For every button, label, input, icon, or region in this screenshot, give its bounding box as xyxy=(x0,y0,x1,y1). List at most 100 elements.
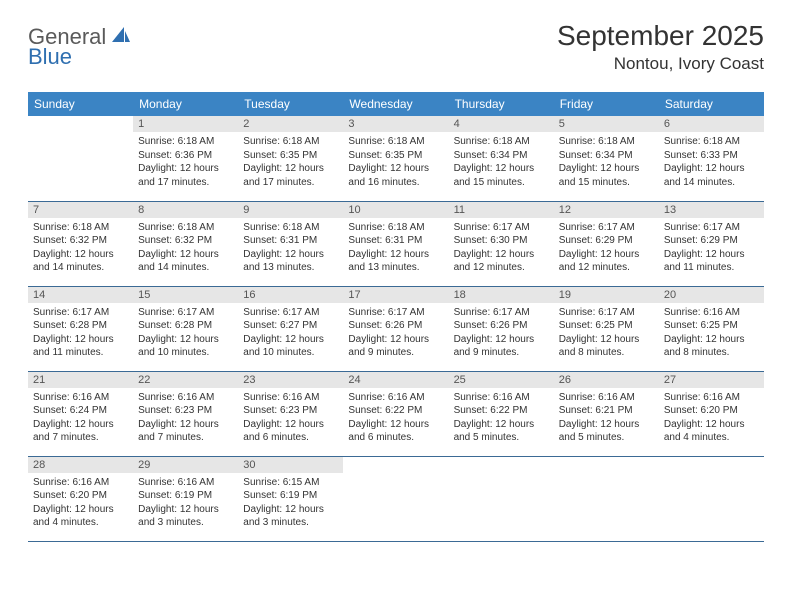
day-number: 23 xyxy=(238,372,343,388)
day-body: Sunrise: 6:16 AMSunset: 6:20 PMDaylight:… xyxy=(28,473,133,534)
day-header: Tuesday xyxy=(238,92,343,116)
day-cell: 19Sunrise: 6:17 AMSunset: 6:25 PMDayligh… xyxy=(554,286,659,371)
day-body: Sunrise: 6:18 AMSunset: 6:33 PMDaylight:… xyxy=(659,132,764,193)
day-header: Thursday xyxy=(449,92,554,116)
day-number: 17 xyxy=(343,287,448,303)
day-cell xyxy=(343,456,448,541)
day-header: Monday xyxy=(133,92,238,116)
day-number: 2 xyxy=(238,116,343,132)
day-cell: 12Sunrise: 6:17 AMSunset: 6:29 PMDayligh… xyxy=(554,201,659,286)
day-number: 29 xyxy=(133,457,238,473)
day-body: Sunrise: 6:17 AMSunset: 6:27 PMDaylight:… xyxy=(238,303,343,364)
day-header: Saturday xyxy=(659,92,764,116)
logo-text-blue: Blue xyxy=(28,44,72,69)
day-body: Sunrise: 6:16 AMSunset: 6:23 PMDaylight:… xyxy=(133,388,238,449)
day-body: Sunrise: 6:16 AMSunset: 6:19 PMDaylight:… xyxy=(133,473,238,534)
day-number: 19 xyxy=(554,287,659,303)
day-cell: 20Sunrise: 6:16 AMSunset: 6:25 PMDayligh… xyxy=(659,286,764,371)
day-number: 16 xyxy=(238,287,343,303)
day-cell: 27Sunrise: 6:16 AMSunset: 6:20 PMDayligh… xyxy=(659,371,764,456)
day-number: 24 xyxy=(343,372,448,388)
day-cell: 21Sunrise: 6:16 AMSunset: 6:24 PMDayligh… xyxy=(28,371,133,456)
day-cell: 5Sunrise: 6:18 AMSunset: 6:34 PMDaylight… xyxy=(554,116,659,201)
day-cell: 30Sunrise: 6:15 AMSunset: 6:19 PMDayligh… xyxy=(238,456,343,541)
day-cell xyxy=(554,456,659,541)
day-number: 7 xyxy=(28,202,133,218)
day-number: 13 xyxy=(659,202,764,218)
day-body: Sunrise: 6:18 AMSunset: 6:34 PMDaylight:… xyxy=(554,132,659,193)
day-body: Sunrise: 6:18 AMSunset: 6:31 PMDaylight:… xyxy=(343,218,448,279)
day-cell: 1Sunrise: 6:18 AMSunset: 6:36 PMDaylight… xyxy=(133,116,238,201)
day-number: 30 xyxy=(238,457,343,473)
day-body: Sunrise: 6:15 AMSunset: 6:19 PMDaylight:… xyxy=(238,473,343,534)
day-body: Sunrise: 6:17 AMSunset: 6:26 PMDaylight:… xyxy=(449,303,554,364)
day-body: Sunrise: 6:17 AMSunset: 6:30 PMDaylight:… xyxy=(449,218,554,279)
day-cell: 18Sunrise: 6:17 AMSunset: 6:26 PMDayligh… xyxy=(449,286,554,371)
day-cell: 29Sunrise: 6:16 AMSunset: 6:19 PMDayligh… xyxy=(133,456,238,541)
day-cell: 13Sunrise: 6:17 AMSunset: 6:29 PMDayligh… xyxy=(659,201,764,286)
day-number: 21 xyxy=(28,372,133,388)
day-body: Sunrise: 6:18 AMSunset: 6:36 PMDaylight:… xyxy=(133,132,238,193)
week-row: 7Sunrise: 6:18 AMSunset: 6:32 PMDaylight… xyxy=(28,201,764,286)
day-body: Sunrise: 6:16 AMSunset: 6:21 PMDaylight:… xyxy=(554,388,659,449)
day-body: Sunrise: 6:18 AMSunset: 6:31 PMDaylight:… xyxy=(238,218,343,279)
day-number: 6 xyxy=(659,116,764,132)
day-body: Sunrise: 6:18 AMSunset: 6:35 PMDaylight:… xyxy=(343,132,448,193)
day-body: Sunrise: 6:18 AMSunset: 6:32 PMDaylight:… xyxy=(133,218,238,279)
day-cell: 10Sunrise: 6:18 AMSunset: 6:31 PMDayligh… xyxy=(343,201,448,286)
day-number: 8 xyxy=(133,202,238,218)
day-cell: 3Sunrise: 6:18 AMSunset: 6:35 PMDaylight… xyxy=(343,116,448,201)
day-header: Sunday xyxy=(28,92,133,116)
day-header: Friday xyxy=(554,92,659,116)
calendar-table: SundayMondayTuesdayWednesdayThursdayFrid… xyxy=(28,92,764,542)
logo-sail-icon xyxy=(110,25,132,50)
day-body: Sunrise: 6:16 AMSunset: 6:23 PMDaylight:… xyxy=(238,388,343,449)
day-body: Sunrise: 6:17 AMSunset: 6:28 PMDaylight:… xyxy=(28,303,133,364)
month-title: September 2025 xyxy=(557,20,764,52)
day-cell: 16Sunrise: 6:17 AMSunset: 6:27 PMDayligh… xyxy=(238,286,343,371)
day-cell xyxy=(449,456,554,541)
day-cell: 15Sunrise: 6:17 AMSunset: 6:28 PMDayligh… xyxy=(133,286,238,371)
day-number: 5 xyxy=(554,116,659,132)
day-cell: 24Sunrise: 6:16 AMSunset: 6:22 PMDayligh… xyxy=(343,371,448,456)
day-body: Sunrise: 6:16 AMSunset: 6:24 PMDaylight:… xyxy=(28,388,133,449)
day-body: Sunrise: 6:17 AMSunset: 6:26 PMDaylight:… xyxy=(343,303,448,364)
day-body: Sunrise: 6:16 AMSunset: 6:25 PMDaylight:… xyxy=(659,303,764,364)
day-cell: 9Sunrise: 6:18 AMSunset: 6:31 PMDaylight… xyxy=(238,201,343,286)
day-number: 3 xyxy=(343,116,448,132)
day-number: 4 xyxy=(449,116,554,132)
day-number: 11 xyxy=(449,202,554,218)
title-block: September 2025 Nontou, Ivory Coast xyxy=(557,20,764,74)
day-body: Sunrise: 6:17 AMSunset: 6:28 PMDaylight:… xyxy=(133,303,238,364)
day-cell: 4Sunrise: 6:18 AMSunset: 6:34 PMDaylight… xyxy=(449,116,554,201)
location: Nontou, Ivory Coast xyxy=(557,54,764,74)
day-number: 15 xyxy=(133,287,238,303)
day-cell: 6Sunrise: 6:18 AMSunset: 6:33 PMDaylight… xyxy=(659,116,764,201)
day-cell: 8Sunrise: 6:18 AMSunset: 6:32 PMDaylight… xyxy=(133,201,238,286)
day-number: 14 xyxy=(28,287,133,303)
day-header: Wednesday xyxy=(343,92,448,116)
day-body: Sunrise: 6:17 AMSunset: 6:25 PMDaylight:… xyxy=(554,303,659,364)
day-cell: 7Sunrise: 6:18 AMSunset: 6:32 PMDaylight… xyxy=(28,201,133,286)
day-cell: 26Sunrise: 6:16 AMSunset: 6:21 PMDayligh… xyxy=(554,371,659,456)
day-header-row: SundayMondayTuesdayWednesdayThursdayFrid… xyxy=(28,92,764,116)
day-body: Sunrise: 6:17 AMSunset: 6:29 PMDaylight:… xyxy=(659,218,764,279)
week-row: 21Sunrise: 6:16 AMSunset: 6:24 PMDayligh… xyxy=(28,371,764,456)
day-cell: 28Sunrise: 6:16 AMSunset: 6:20 PMDayligh… xyxy=(28,456,133,541)
day-number: 20 xyxy=(659,287,764,303)
day-body: Sunrise: 6:18 AMSunset: 6:34 PMDaylight:… xyxy=(449,132,554,193)
week-row: 28Sunrise: 6:16 AMSunset: 6:20 PMDayligh… xyxy=(28,456,764,541)
day-body: Sunrise: 6:16 AMSunset: 6:20 PMDaylight:… xyxy=(659,388,764,449)
week-row: 14Sunrise: 6:17 AMSunset: 6:28 PMDayligh… xyxy=(28,286,764,371)
day-number: 22 xyxy=(133,372,238,388)
day-body: Sunrise: 6:16 AMSunset: 6:22 PMDaylight:… xyxy=(343,388,448,449)
day-cell: 17Sunrise: 6:17 AMSunset: 6:26 PMDayligh… xyxy=(343,286,448,371)
day-cell: 23Sunrise: 6:16 AMSunset: 6:23 PMDayligh… xyxy=(238,371,343,456)
day-cell: 11Sunrise: 6:17 AMSunset: 6:30 PMDayligh… xyxy=(449,201,554,286)
day-number: 1 xyxy=(133,116,238,132)
day-number: 28 xyxy=(28,457,133,473)
logo-blue-row: Blue xyxy=(28,44,72,70)
day-number: 25 xyxy=(449,372,554,388)
day-cell: 2Sunrise: 6:18 AMSunset: 6:35 PMDaylight… xyxy=(238,116,343,201)
day-number: 9 xyxy=(238,202,343,218)
